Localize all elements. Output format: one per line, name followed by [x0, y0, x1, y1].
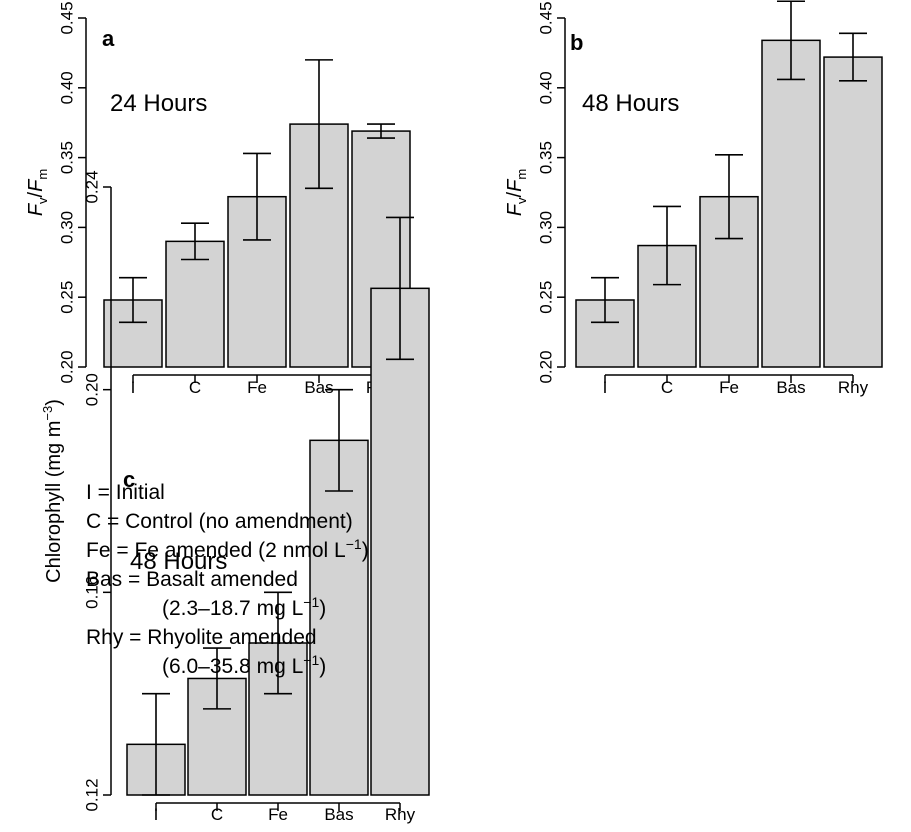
x-tick-label-C: C [661, 378, 673, 397]
panel-label: a [102, 26, 115, 51]
y-tick-label: 0.16 [82, 576, 101, 609]
y-axis-label: Fv/Fm [25, 169, 50, 216]
x-tick-label-Bas: Bas [324, 805, 353, 824]
y-tick-label: 0.20 [57, 350, 76, 383]
x-tick-label-Fe: Fe [719, 378, 739, 397]
legend-line-rhyolite-range: (6.0–35.8 mg L−1) [162, 652, 327, 678]
x-tick-label-Rhy: Rhy [838, 378, 869, 397]
x-tick-label-C: C [211, 805, 223, 824]
y-tick-label: 0.20 [82, 373, 101, 406]
x-tick-label-Bas: Bas [776, 378, 805, 397]
x-tick-label-Bas: Bas [304, 378, 333, 397]
panel-label: c [123, 467, 135, 492]
y-tick-label: 0.35 [57, 141, 76, 174]
bar-Bas [761, 39, 821, 368]
panel-annotation: 48 Hours [130, 548, 227, 575]
bar-Rhy [370, 287, 430, 796]
x-tick-label-C: C [189, 378, 201, 397]
y-tick-label: 0.12 [82, 778, 101, 811]
x-tick-label-Fe: Fe [268, 805, 288, 824]
y-axis-label: Fv/Fm [504, 169, 529, 216]
legend-line-initial: I = Initial [86, 481, 165, 504]
chart-panel-b: 0.20 0.25 0.30 0.35 0.40 0.45 I C Fe Bas Rhy b 48 Ho… [504, 0, 883, 397]
legend-line-fe: Fe = Fe amended (2 nmol L−1) [86, 536, 369, 562]
panel-label: b [570, 30, 583, 55]
legend-line-control: C = Control (no amendment) [86, 510, 353, 533]
chart-panel-a: 0.200.250.300.350.400.45ICFeBasRhya24 Ho… [25, 1, 411, 397]
y-tick-label: 0.25 [57, 281, 76, 314]
y-tick-label: 0.24 [82, 170, 101, 203]
y-tick-label: 0.30 [57, 211, 76, 244]
legend-line-rhyolite: Rhy = Rhyolite amended [86, 626, 317, 649]
legend: I = Initial C = Control (no amendment) F… [86, 478, 369, 681]
x-tick-label-Fe: Fe [247, 378, 267, 397]
panel-annotation: 24 Hours [110, 90, 207, 117]
y-tick-label: 0.40 [536, 71, 555, 104]
y-tick-label: 0.40 [57, 71, 76, 104]
legend-line-basalt-range: (2.3–18.7 mg L−1) [162, 594, 327, 620]
x-tick-label-I: I [131, 378, 136, 397]
panel-annotation: 48 Hours [582, 90, 679, 117]
y-tick-label: 0.45 [536, 1, 555, 34]
bar-Rhy [823, 56, 883, 368]
y-tick-label: 0.35 [536, 141, 555, 174]
y-tick-label: 0.20 [536, 350, 555, 383]
bar-Bas [309, 439, 369, 796]
y-axis-label: Chlorophyll (mg m−3) [40, 399, 65, 583]
y-tick-label: 0.45 [57, 1, 76, 34]
x-tick-label-I: I [154, 805, 159, 824]
y-tick-label: 0.25 [536, 281, 555, 314]
x-tick-label-I: I [603, 378, 608, 397]
legend-line-basalt: Bas = Basalt amended [86, 568, 298, 591]
x-tick-label-Rhy: Rhy [385, 805, 416, 824]
chart-panel-c: 0.12 0.16 0.20 0.24 I C Fe Bas Rhy c 48 Hours Chlor… [40, 170, 430, 824]
y-tick-label: 0.30 [536, 211, 555, 244]
